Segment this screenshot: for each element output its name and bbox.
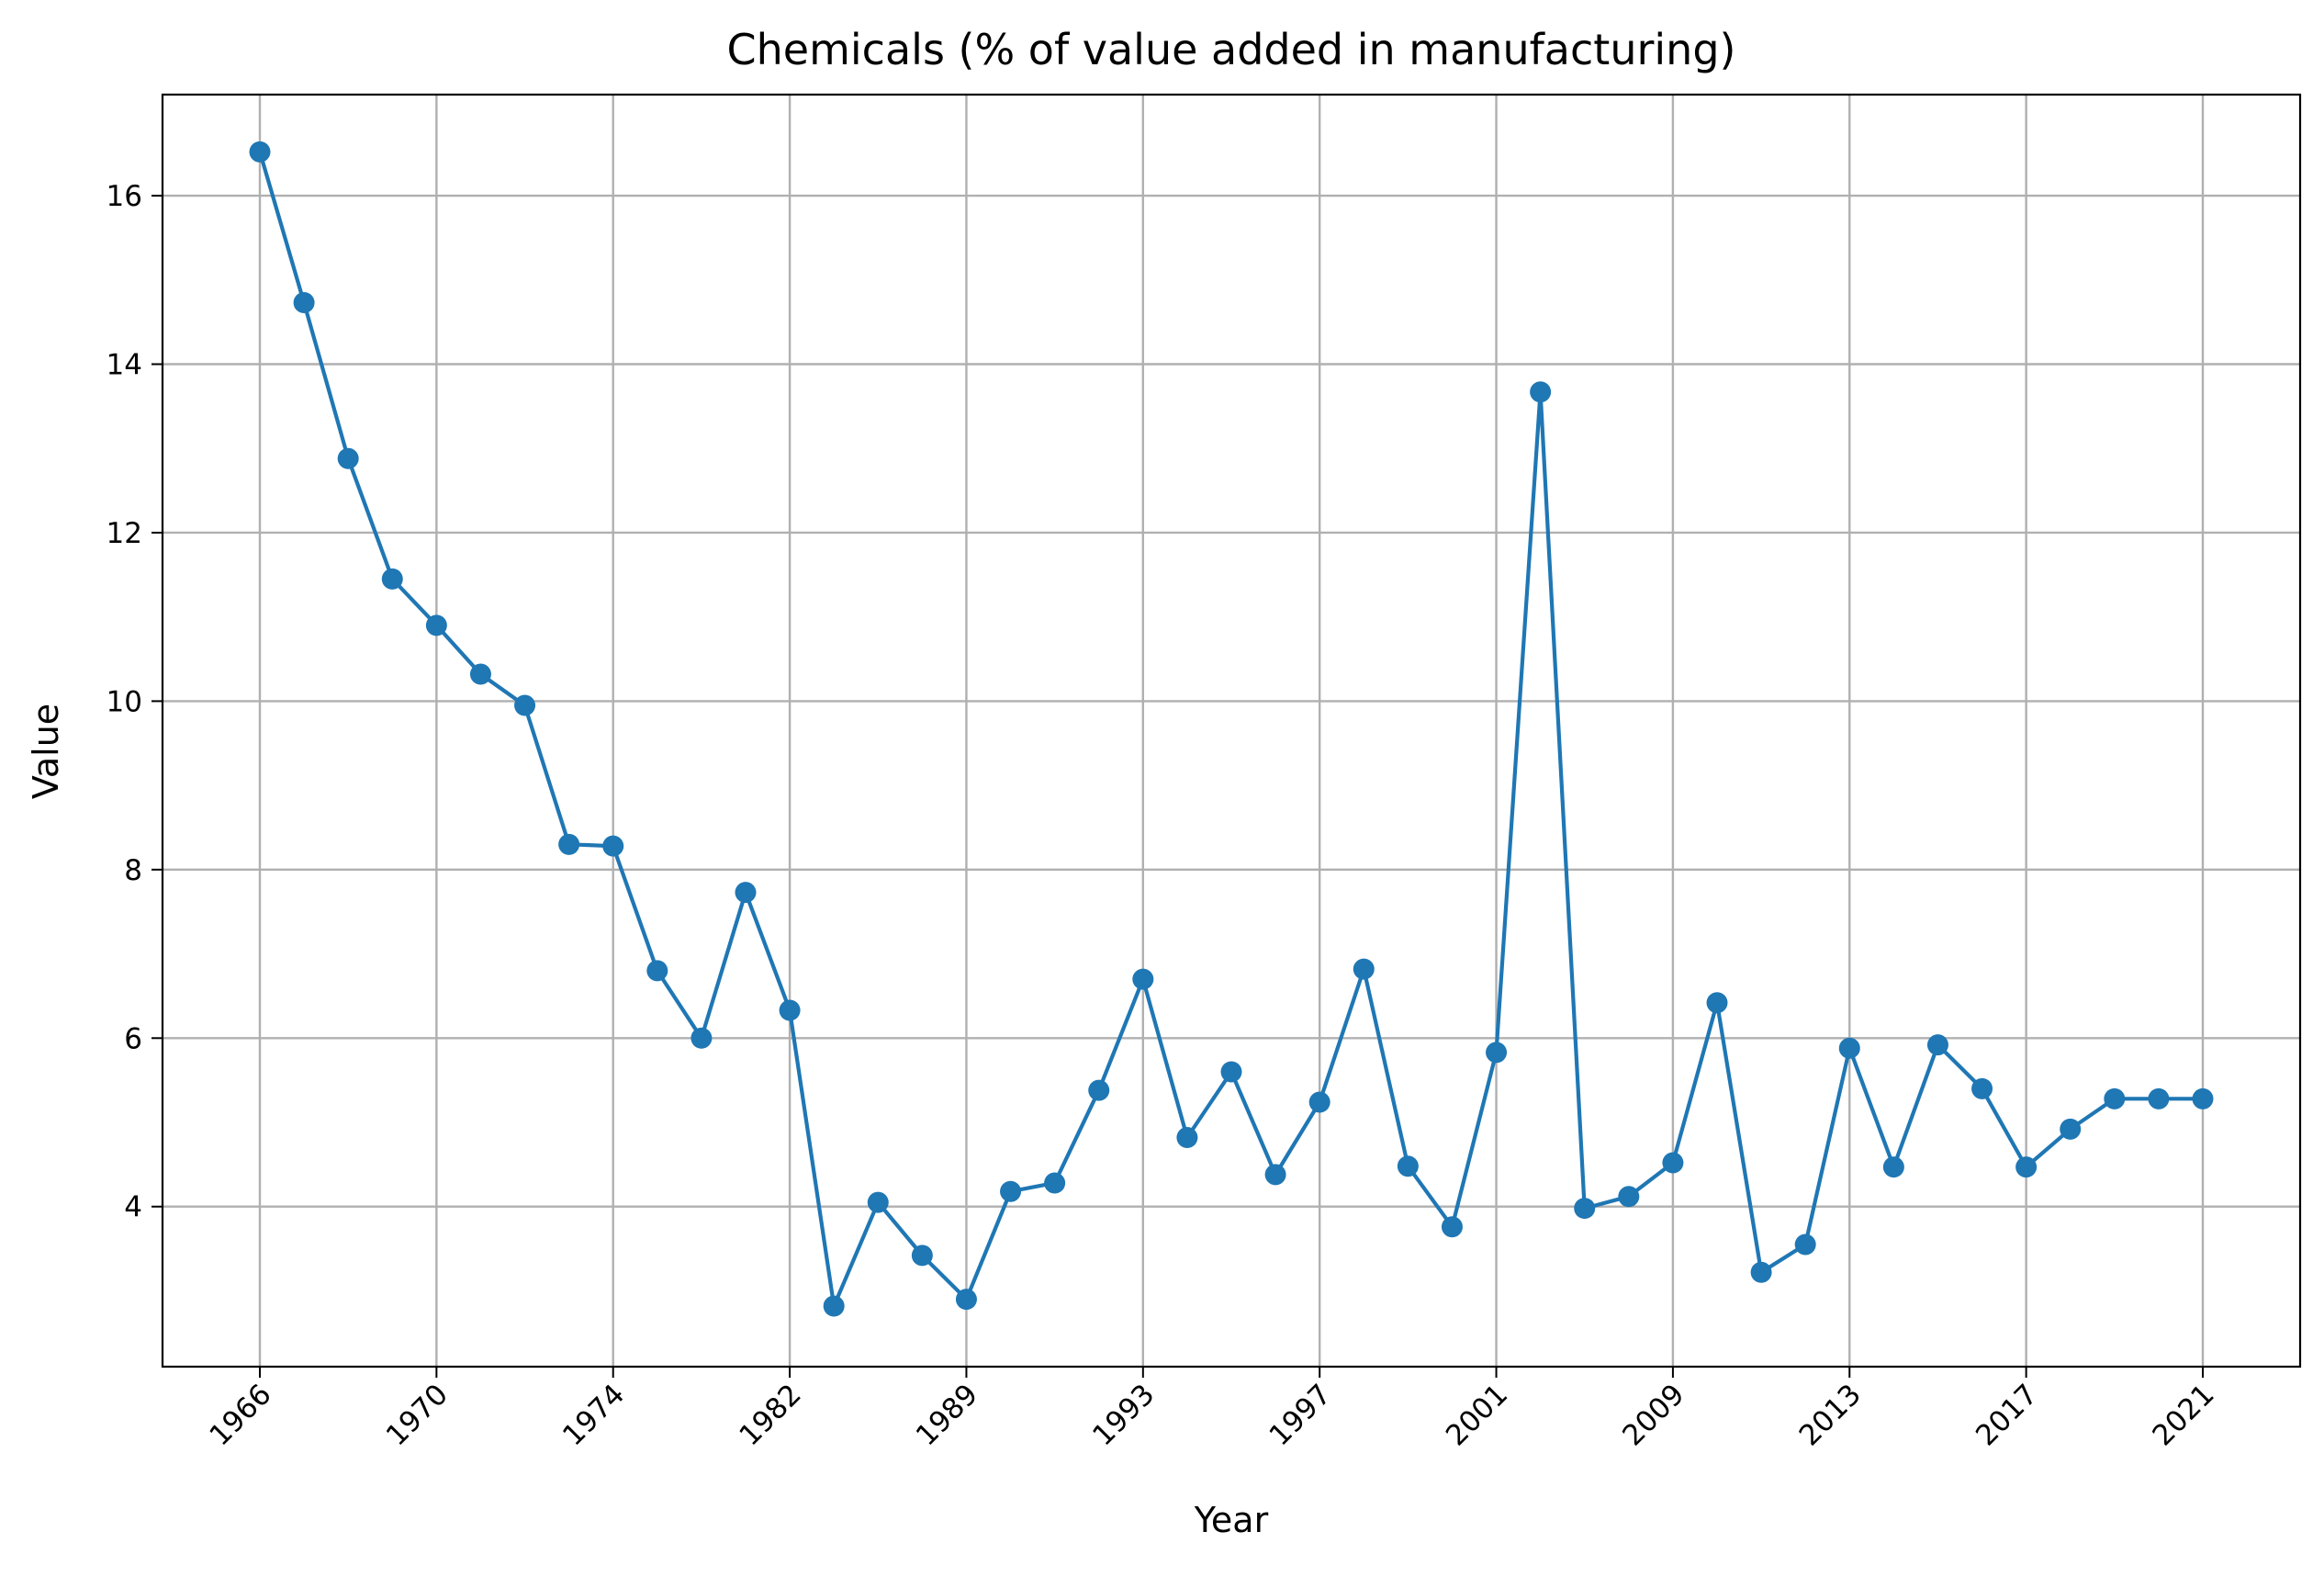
data-point	[1088, 1079, 1110, 1101]
x-tick-label: 1989	[910, 1378, 984, 1452]
data-point	[558, 833, 580, 855]
data-point	[1308, 1091, 1330, 1113]
data-point	[1882, 1156, 1904, 1178]
data-point	[1220, 1061, 1242, 1083]
y-tick-label: 16	[107, 180, 142, 213]
data-point	[602, 835, 624, 857]
x-tick-label: 2021	[2146, 1378, 2220, 1452]
data-point	[1838, 1037, 1860, 1059]
data-point	[2015, 1156, 2038, 1178]
y-tick-label: 6	[124, 1022, 142, 1055]
data-point	[646, 960, 668, 982]
data-point	[1397, 1155, 1419, 1177]
data-point	[1706, 992, 1728, 1014]
x-axis-label: Year	[1194, 1500, 1269, 1540]
series-line	[257, 151, 2203, 1309]
data-point	[1750, 1261, 1772, 1283]
y-tick-label: 8	[124, 854, 142, 887]
x-tick-label: 1974	[556, 1378, 631, 1452]
data-point	[867, 1191, 889, 1213]
data-point	[381, 568, 403, 590]
x-tick-label: 1970	[380, 1378, 455, 1452]
x-tick-label: 2009	[1616, 1378, 1690, 1452]
x-tick-label: 1982	[733, 1378, 807, 1452]
data-point	[690, 1027, 713, 1049]
chart-title: Chemicals (% of value added in manufactu…	[727, 25, 1736, 74]
data-point	[1132, 968, 1154, 990]
data-point	[2192, 1087, 2214, 1110]
y-axis-label: Value	[26, 704, 66, 799]
x-tick-label: 2017	[1970, 1378, 2044, 1452]
data-point	[1176, 1127, 1198, 1149]
axis-ticks: 1966 1970 1974 1982 1989 1993 1997 2001 2009 2013…	[107, 180, 2221, 1452]
x-tick-label: 1966	[203, 1378, 277, 1452]
data-point	[779, 999, 801, 1021]
data-point	[1971, 1077, 1993, 1099]
data-point	[1662, 1152, 1684, 1174]
data-point	[1044, 1172, 1066, 1194]
data-point	[1530, 381, 1552, 403]
y-tick-label: 12	[107, 517, 142, 550]
data-point	[1618, 1186, 1640, 1208]
data-point	[249, 141, 271, 163]
data-point	[2104, 1087, 2126, 1110]
data-point	[337, 447, 359, 469]
data-point	[1000, 1180, 1022, 1202]
data-point	[1486, 1042, 1508, 1064]
plot-frame	[161, 93, 2302, 1369]
y-tick-label: 14	[107, 349, 142, 382]
data-point	[2148, 1087, 2170, 1110]
data-point	[1264, 1164, 1286, 1186]
x-tick-label: 1993	[1086, 1378, 1161, 1452]
x-tick-label: 2013	[1793, 1378, 1868, 1452]
data-point	[293, 292, 315, 314]
data-point	[1574, 1198, 1596, 1220]
data-point	[425, 614, 447, 636]
data-point	[735, 882, 757, 904]
y-tick-label: 4	[124, 1191, 142, 1224]
y-tick-label: 10	[107, 685, 142, 718]
data-point	[823, 1295, 845, 1317]
series-layer	[249, 141, 2214, 1317]
data-point	[1441, 1216, 1463, 1238]
data-point	[1353, 958, 1375, 980]
data-point	[2060, 1118, 2082, 1140]
data-point	[469, 663, 491, 685]
grid	[163, 95, 2300, 1367]
data-point	[911, 1245, 933, 1267]
x-tick-label: 2001	[1440, 1378, 1514, 1452]
x-tick-label: 1997	[1263, 1378, 1338, 1452]
data-point	[514, 694, 536, 716]
data-point	[1794, 1233, 1816, 1256]
data-point	[1926, 1034, 1948, 1056]
data-point	[955, 1289, 977, 1311]
